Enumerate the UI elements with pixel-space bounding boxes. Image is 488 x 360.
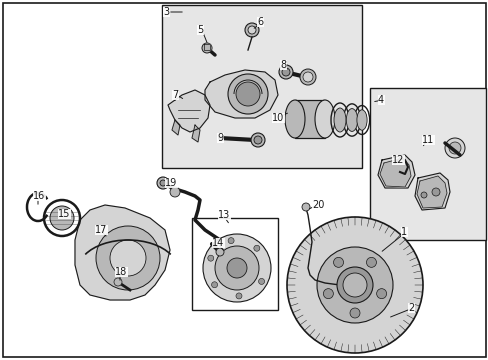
Circle shape <box>253 136 262 144</box>
Bar <box>294 100 325 138</box>
Circle shape <box>157 177 169 189</box>
Circle shape <box>96 226 160 290</box>
Text: 13: 13 <box>218 210 230 220</box>
Circle shape <box>170 187 180 197</box>
Circle shape <box>250 133 264 147</box>
Ellipse shape <box>333 108 346 132</box>
Polygon shape <box>377 155 414 188</box>
Circle shape <box>448 142 460 154</box>
Circle shape <box>279 65 292 79</box>
Bar <box>162 5 361 168</box>
Text: 16: 16 <box>33 191 45 201</box>
Text: 11: 11 <box>421 135 433 145</box>
Text: 9: 9 <box>217 133 223 143</box>
Circle shape <box>444 138 464 158</box>
Circle shape <box>203 234 270 302</box>
Circle shape <box>207 255 213 261</box>
Circle shape <box>286 217 422 353</box>
Circle shape <box>336 267 372 303</box>
Polygon shape <box>168 90 209 132</box>
Circle shape <box>215 246 259 290</box>
Ellipse shape <box>346 109 357 131</box>
Polygon shape <box>416 176 446 208</box>
Text: 12: 12 <box>391 155 404 165</box>
Text: 7: 7 <box>172 90 178 100</box>
Circle shape <box>236 293 242 299</box>
Circle shape <box>114 278 122 286</box>
Text: 20: 20 <box>311 200 324 210</box>
Polygon shape <box>75 205 170 300</box>
Circle shape <box>244 23 259 37</box>
Text: 17: 17 <box>95 225 107 235</box>
Circle shape <box>323 289 333 299</box>
Text: 19: 19 <box>164 178 177 188</box>
Circle shape <box>202 43 212 53</box>
Text: 3: 3 <box>163 7 169 17</box>
Polygon shape <box>204 70 278 118</box>
Circle shape <box>282 68 289 76</box>
Text: 2: 2 <box>407 303 413 313</box>
Circle shape <box>316 247 392 323</box>
Text: 15: 15 <box>58 209 70 219</box>
Polygon shape <box>192 125 200 142</box>
Circle shape <box>110 240 146 276</box>
Polygon shape <box>172 120 180 135</box>
Circle shape <box>211 282 217 288</box>
Circle shape <box>342 273 366 297</box>
Text: 5: 5 <box>197 25 203 35</box>
Circle shape <box>420 192 426 198</box>
Circle shape <box>366 257 376 267</box>
Circle shape <box>349 308 359 318</box>
Circle shape <box>302 203 309 211</box>
Circle shape <box>376 289 386 299</box>
Text: 10: 10 <box>271 113 284 123</box>
Circle shape <box>258 278 264 284</box>
Text: 8: 8 <box>280 60 285 70</box>
Ellipse shape <box>314 100 334 138</box>
Circle shape <box>303 72 312 82</box>
Polygon shape <box>203 44 209 50</box>
Circle shape <box>299 69 315 85</box>
Circle shape <box>227 74 267 114</box>
Polygon shape <box>379 158 410 187</box>
Circle shape <box>227 238 234 244</box>
Circle shape <box>247 26 256 34</box>
Text: 18: 18 <box>115 267 127 277</box>
Ellipse shape <box>285 100 305 138</box>
Text: 14: 14 <box>212 238 224 248</box>
Circle shape <box>236 82 260 106</box>
Text: 4: 4 <box>377 95 384 105</box>
Polygon shape <box>414 173 449 210</box>
Circle shape <box>253 245 259 251</box>
Circle shape <box>431 188 439 196</box>
Circle shape <box>216 248 224 256</box>
Bar <box>192 218 278 310</box>
Circle shape <box>226 258 246 278</box>
Circle shape <box>50 206 74 230</box>
Text: 6: 6 <box>257 17 263 27</box>
Bar <box>369 88 485 240</box>
Circle shape <box>333 257 343 267</box>
Circle shape <box>160 180 165 186</box>
Text: 1: 1 <box>400 227 407 237</box>
Ellipse shape <box>356 110 366 130</box>
